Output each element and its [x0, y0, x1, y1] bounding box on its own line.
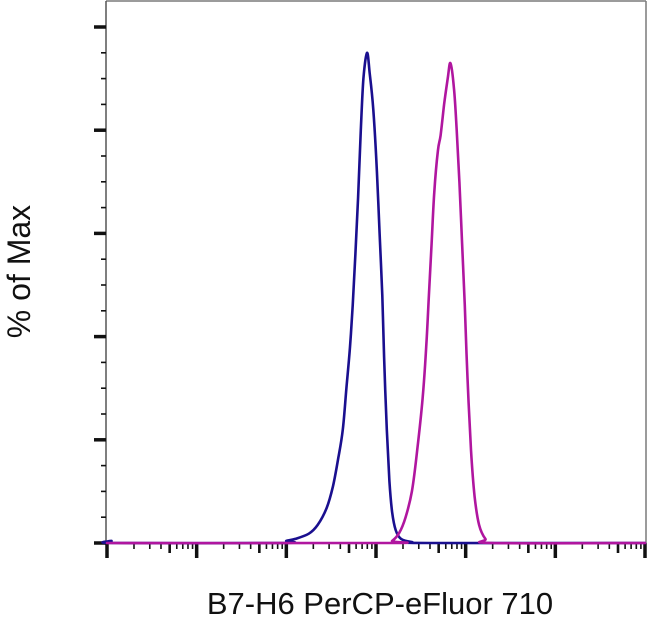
y-axis-label-text: % of Max: [1, 204, 38, 339]
x-axis-ticks: [105, 543, 647, 558]
control-histogram-curve: [101, 51, 647, 545]
y-axis-label: % of Max: [0, 0, 40, 543]
x-axis-label: B7-H6 PerCP-eFluor 710: [206, 586, 554, 621]
stained-histogram-curve: [105, 61, 647, 545]
y-axis-ticks: [94, 25, 106, 545]
histogram-curves: [101, 51, 647, 545]
